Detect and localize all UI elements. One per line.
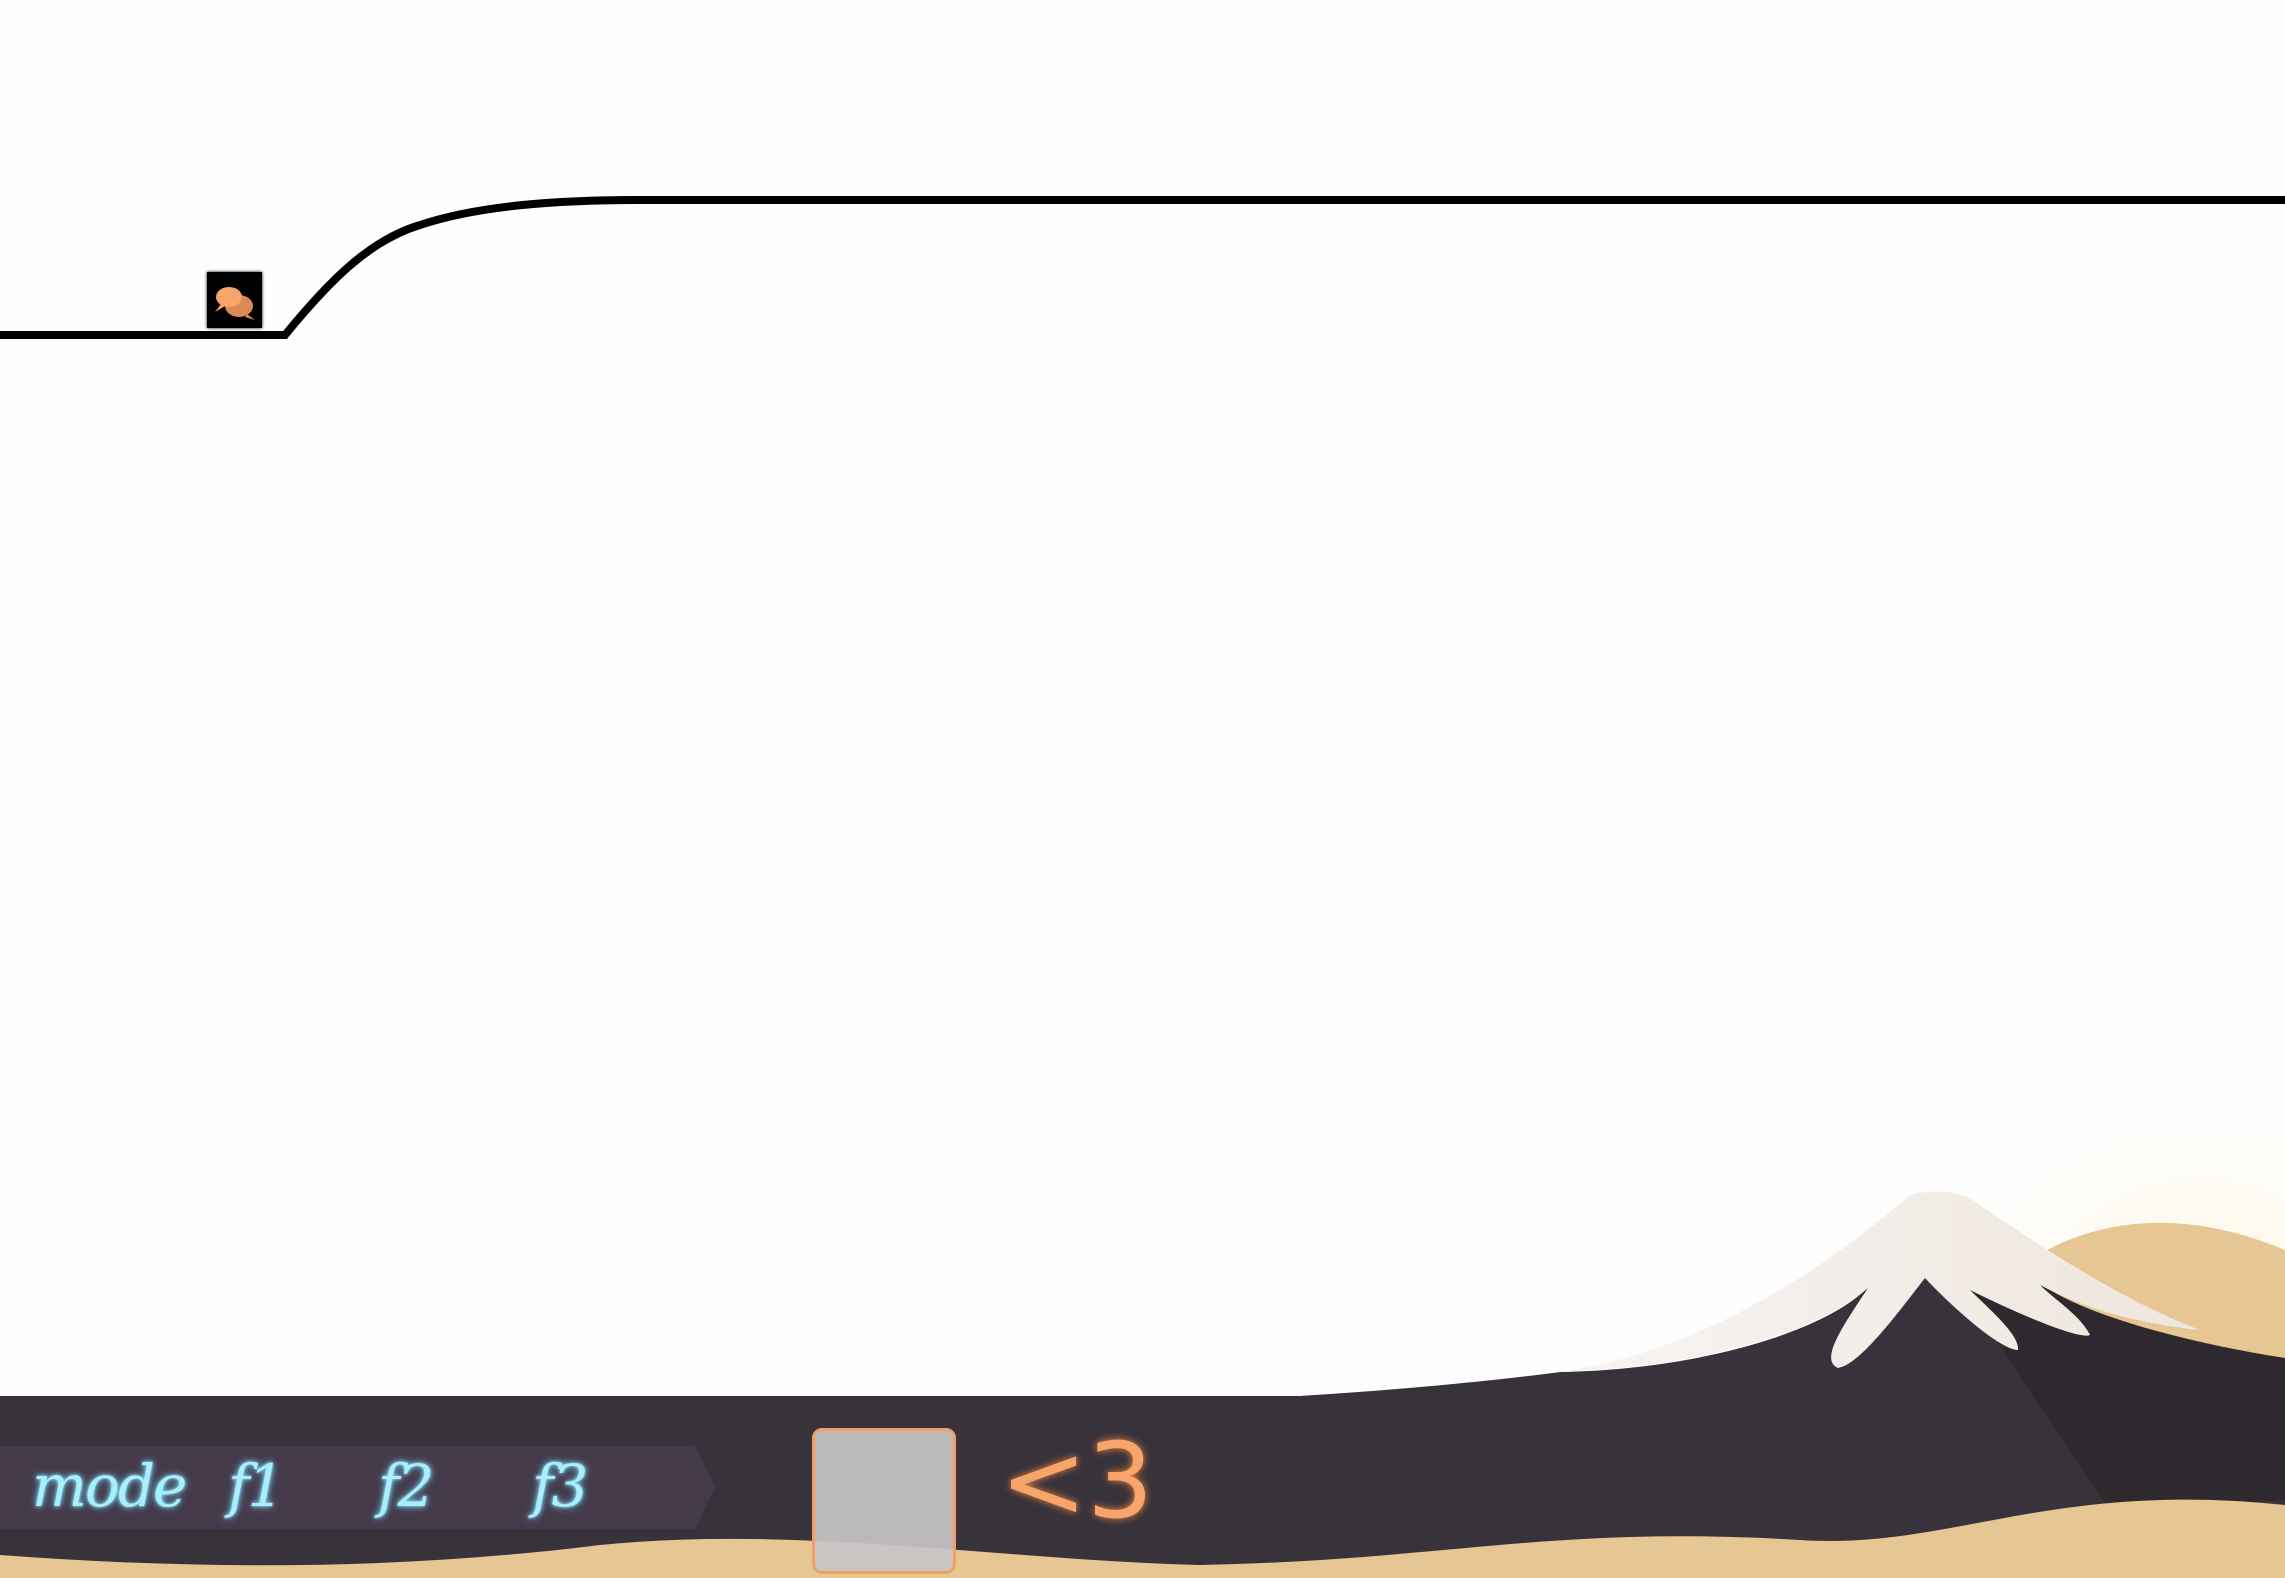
lives-indicator: <3 — [1000, 1420, 1154, 1542]
key-f2[interactable]: f2 — [378, 1452, 434, 1520]
mountain-snow — [1560, 1191, 2200, 1372]
key-f1[interactable]: f1 — [228, 1452, 284, 1520]
hud-strip — [0, 1446, 715, 1529]
inventory-slot[interactable] — [812, 1428, 956, 1574]
key-mode[interactable]: mode — [32, 1452, 187, 1520]
chat-bubbles-icon — [215, 287, 255, 320]
checkpoint[interactable] — [207, 272, 262, 328]
key-f3[interactable]: f3 — [532, 1452, 588, 1520]
track-line — [0, 196, 2285, 339]
sand-dunes — [0, 1499, 2285, 1578]
